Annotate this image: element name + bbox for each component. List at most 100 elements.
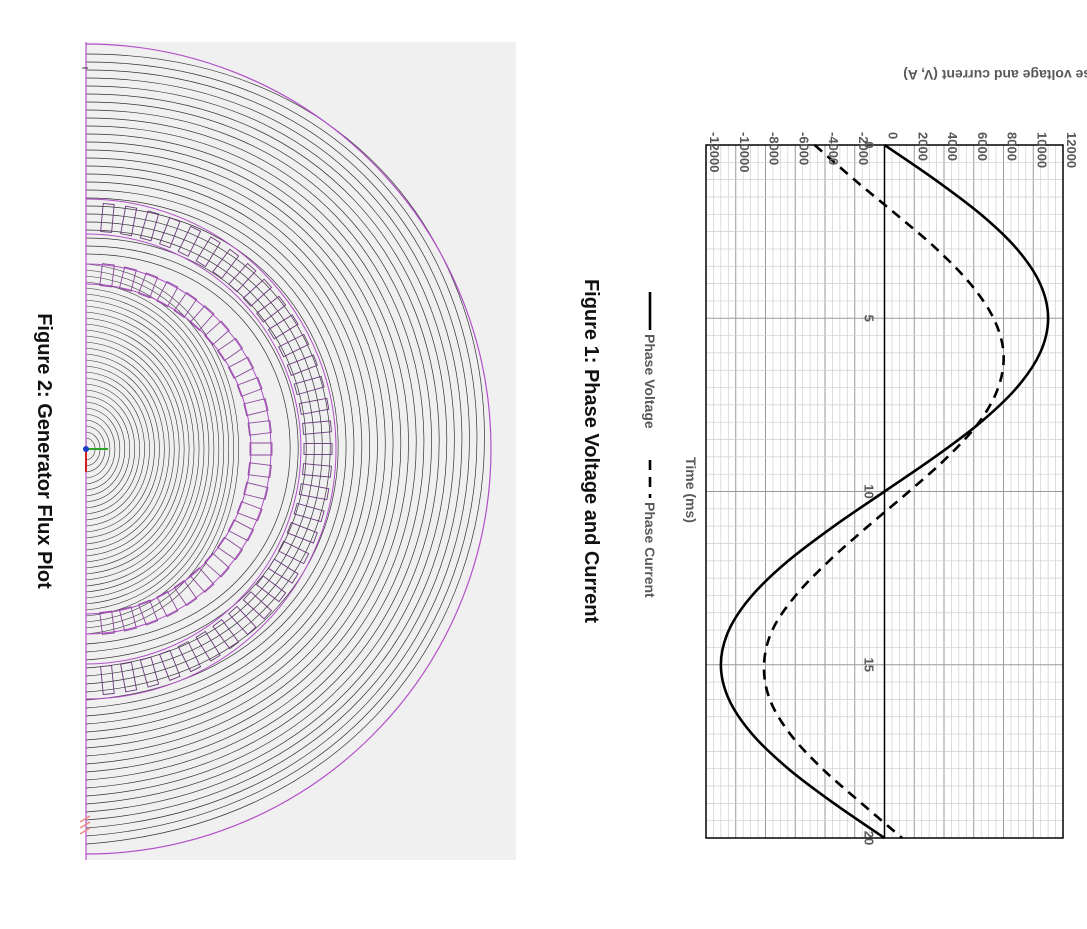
y-tick-label: -8000	[767, 132, 782, 165]
flux-line	[86, 419, 111, 479]
slot-shape	[293, 502, 325, 523]
slot-shape	[99, 263, 115, 288]
flux-line	[86, 229, 315, 669]
slot-shape	[302, 463, 332, 478]
slot-shape	[189, 567, 215, 593]
chart-grid	[705, 144, 1064, 839]
y-tick-label: 4000	[945, 132, 960, 161]
y-tick-label: -2000	[856, 132, 871, 165]
x-tick-label: 5	[862, 315, 877, 322]
flux-line	[86, 133, 409, 765]
flux-line	[86, 389, 135, 509]
slot-shape	[278, 540, 310, 565]
y-tick-label: 2000	[915, 132, 930, 161]
y-tick-label: 8000	[1005, 132, 1020, 161]
slot-shape	[118, 266, 137, 292]
slot-shape	[100, 203, 115, 233]
slot-shape	[137, 272, 159, 299]
hatch-marker-icon	[79, 815, 91, 835]
flux-line	[86, 205, 339, 693]
core-boundary-ring	[86, 198, 337, 700]
chart-series	[719, 143, 1050, 840]
core-boundary-ring	[86, 283, 252, 615]
flux-line	[86, 237, 307, 661]
slot-shape	[293, 375, 325, 396]
slot-shape	[303, 443, 333, 455]
slot-shape	[173, 579, 198, 607]
flux-line	[86, 93, 448, 805]
flux-outer-boundary	[85, 43, 492, 855]
slot-shape	[173, 291, 198, 319]
flux-line	[86, 53, 485, 845]
figure-2-caption: Figure 2: Generator Flux Plot	[33, 313, 55, 589]
slot-shape	[159, 649, 181, 681]
flux-line	[86, 329, 185, 569]
slot-shape	[243, 481, 269, 500]
flux-line	[86, 181, 363, 717]
x-axis-label: Time (ms)	[683, 457, 699, 523]
slot-shape	[100, 665, 115, 695]
slot-shape	[236, 500, 263, 522]
flux-line	[86, 101, 440, 797]
flux-line	[86, 173, 370, 725]
slot-shape	[216, 536, 244, 561]
slot-shape	[139, 210, 160, 242]
chart-legend: Phase Voltage Phase Current	[642, 292, 658, 598]
slot-shape	[204, 552, 230, 578]
figure-1-caption: Figure 1: Phase Voltage and Current	[580, 279, 602, 623]
phase-chart: -12000 -10000 -8000 -6000 -4000 -2000 0 2000 400…	[642, 67, 1087, 845]
slot-shape	[302, 420, 332, 435]
slot-shape	[204, 320, 230, 346]
flux-line	[86, 149, 394, 749]
flux-line	[86, 221, 323, 677]
flux-line	[86, 335, 180, 563]
y-tick-label: -4000	[826, 132, 841, 165]
y-tick-label: -10000	[737, 132, 752, 172]
y-tick-label: 6000	[975, 132, 990, 161]
coordinate-triad-icon	[83, 446, 108, 472]
slot-shape	[118, 606, 137, 632]
flux-line	[86, 189, 355, 709]
legend-current-label: Phase Current	[642, 502, 658, 598]
slot-shape	[278, 333, 310, 358]
slot-shape	[212, 248, 240, 279]
y-tick-label: -12000	[707, 132, 722, 172]
slot-shape	[267, 314, 299, 340]
slot-shape	[137, 599, 159, 626]
slot-shape	[286, 354, 318, 376]
y-axis-label: Phase voltage and current (V, A)	[903, 67, 1087, 83]
flux-line	[86, 117, 425, 781]
slot-shape	[256, 575, 287, 603]
phase-current-line	[762, 144, 1005, 839]
slot-shape	[212, 619, 240, 650]
flux-line	[86, 77, 463, 821]
legend-voltage-label: Phase Voltage	[642, 334, 658, 429]
flux-line	[86, 197, 347, 701]
slot-shape	[256, 295, 287, 323]
slot-shape	[298, 397, 330, 415]
slot-shape	[156, 590, 179, 618]
slot-shape	[243, 398, 269, 417]
slot-shape	[228, 262, 257, 293]
core-boundary-ring	[86, 233, 302, 665]
slot-shape	[177, 225, 202, 257]
slot-shape	[227, 356, 255, 379]
y-tick-label: 12000	[1064, 132, 1079, 168]
flux-plot	[79, 42, 516, 860]
core-boundary-ring	[86, 263, 272, 635]
slot-shape	[99, 610, 115, 635]
chart-ticks: -12000 -10000 -8000 -6000 -4000 -2000 0 2000 400…	[707, 132, 1079, 845]
phase-voltage-line	[719, 143, 1050, 840]
flux-line	[86, 395, 130, 503]
flux-line	[86, 157, 386, 741]
slot-shape	[177, 641, 202, 673]
x-tick-label: 20	[862, 831, 877, 845]
slot-shape	[195, 630, 221, 662]
flux-line	[86, 253, 291, 645]
flux-line	[86, 213, 331, 685]
slot-shape	[298, 483, 330, 501]
flux-line	[86, 69, 470, 829]
slot-shape	[228, 605, 257, 636]
flux-line	[86, 269, 234, 629]
